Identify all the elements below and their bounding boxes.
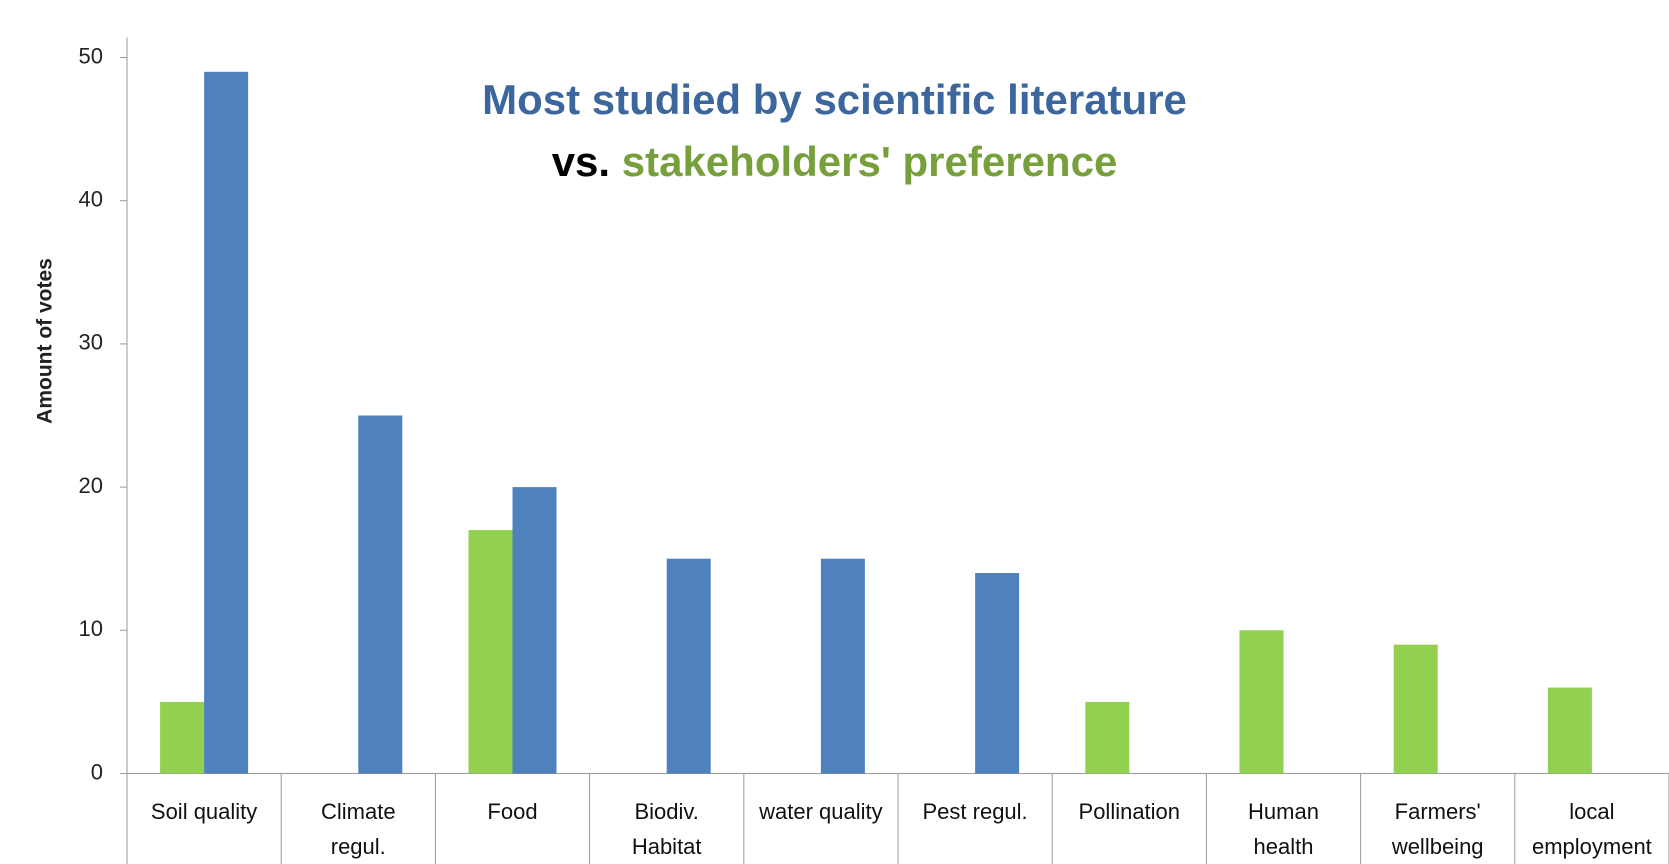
- subtitle-prefix: vs.: [551, 138, 611, 185]
- bar: [512, 487, 557, 774]
- subtitle-text: stakeholders' preference: [621, 138, 1118, 185]
- bar: [204, 71, 249, 774]
- x-tick-label: local employment: [1531, 798, 1652, 859]
- y-tick-label: 50: [79, 43, 103, 68]
- chart-subtitle: vs. stakeholders' preference: [0, 138, 1669, 186]
- chart-title: Most studied by scientific literature: [482, 76, 1187, 123]
- x-tick-label: Farmers' wellbeing: [1391, 798, 1484, 859]
- y-tick-label: 10: [79, 616, 103, 641]
- bar: [160, 701, 205, 774]
- x-tick-label: water quality: [759, 798, 883, 824]
- bar: [358, 415, 403, 774]
- bar: [468, 530, 513, 774]
- x-tick-label: Climate regul.: [320, 798, 396, 859]
- bar: [1239, 630, 1284, 774]
- bar: [1393, 644, 1438, 774]
- y-tick-label: 20: [79, 473, 103, 498]
- x-tick-label: Soil quality: [150, 798, 258, 824]
- x-tick-label: Human health: [1248, 798, 1319, 859]
- bar: [975, 573, 1020, 774]
- y-tick-label: 40: [79, 187, 103, 212]
- x-tick-label: Pest regul.: [922, 798, 1028, 824]
- bar: [820, 558, 865, 774]
- bar: [666, 558, 711, 774]
- x-tick-label: Food: [487, 798, 538, 824]
- x-tick-label: Biodiv. Habitat: [631, 798, 702, 859]
- y-tick-label: 0: [91, 759, 103, 784]
- y-axis-label: Amount of votes: [34, 258, 57, 424]
- y-tick-label: 30: [79, 330, 103, 355]
- bar: [1547, 687, 1592, 774]
- bar: [1085, 701, 1130, 774]
- x-tick-label: Pollination: [1078, 798, 1181, 824]
